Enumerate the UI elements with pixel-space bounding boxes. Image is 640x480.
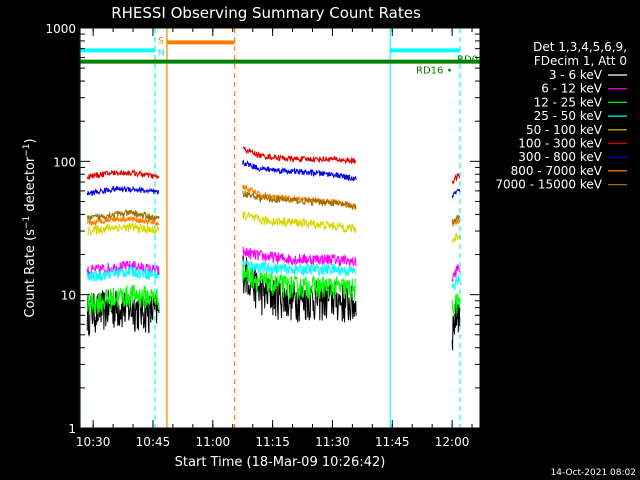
series-line-0-1 (242, 255, 357, 323)
x-tick-label-6: 12:00 (435, 435, 470, 449)
y-axis-label: Count Rate (s−1 detector−1) (22, 138, 38, 317)
plot-background (80, 28, 480, 428)
series-25-50-keV-kev (86, 260, 461, 291)
axis-ticks (80, 27, 480, 429)
series-12-25-keV-kev (86, 261, 461, 317)
series-7000-15000-keV-kev (86, 190, 461, 225)
plot-frame (79, 27, 481, 429)
flag-bars: SN RD16 • RD0 (80, 36, 480, 77)
series-line-1-1 (242, 246, 357, 268)
x-tick-label-1: 10:45 (136, 435, 171, 449)
legend-label-1: 6 - 12 keV (541, 82, 603, 96)
x-tick-label-4: 11:30 (315, 435, 350, 449)
series-line-6-2 (451, 188, 461, 199)
rd16-flag-label: RD16 • (416, 66, 452, 77)
x-tick-label-5: 11:45 (375, 435, 410, 449)
chart-title: RHESSI Observing Summary Count Rates (111, 4, 421, 22)
series-line-4-2 (451, 232, 461, 244)
legend-label-4: 50 - 100 keV (526, 123, 603, 137)
series-line-3-2 (451, 274, 461, 291)
legend-label-8: 7000 - 15000 keV (495, 178, 602, 192)
series-line-3-1 (242, 260, 357, 277)
series-line-6-1 (242, 159, 357, 182)
series-line-1-2 (451, 263, 461, 282)
x-tick-label-3: 11:15 (255, 435, 290, 449)
x-tick-label-2: 11:00 (196, 435, 231, 449)
y-axis-label-end: ) (23, 138, 38, 143)
series-line-5-1 (242, 146, 357, 165)
y-axis-label-mid: detector (23, 156, 38, 216)
legend-label-3: 25 - 50 keV (534, 109, 603, 123)
footer-date: 14-Oct-2021 08:02 (551, 468, 636, 478)
series-line-8-2 (451, 213, 461, 225)
series-300-800-keV-kev (86, 159, 461, 199)
y-tick-label-0: 1 (68, 422, 76, 436)
legend-label-7: 800 - 7000 keV (511, 164, 603, 178)
legend-header-2: FDecim 1, Att 0 (534, 54, 627, 68)
x-axis-label: Start Time (18-Mar-09 10:26:42) (175, 455, 386, 470)
series-50-100-keV-kev (86, 211, 461, 244)
series-line-2-0 (86, 284, 160, 315)
n-flag-label: N (158, 48, 165, 58)
legend-label-2: 12 - 25 keV (534, 95, 603, 109)
series-line-5-2 (451, 173, 461, 185)
series-line-2-2 (451, 292, 461, 317)
series-line-6-0 (86, 185, 160, 197)
y-tick-label-3: 1000 (45, 22, 76, 36)
series-line-2-1 (242, 261, 357, 301)
series-line-4-1 (242, 211, 357, 234)
series-line-4-0 (86, 222, 160, 237)
s-flag-label: S (158, 36, 164, 46)
legend-label-5: 100 - 300 keV (518, 137, 602, 151)
y-tick-label-2: 100 (53, 155, 76, 169)
rd0-flag-label: RD0 (457, 55, 478, 66)
legend-label-6: 300 - 800 keV (518, 150, 602, 164)
series-lines (86, 146, 461, 351)
plot-area: SN RD16 • RD0 (79, 27, 481, 429)
series-line-5-0 (86, 168, 160, 181)
tick-labels: 10:30 10:45 11:00 11:15 11:30 11:45 12:00 1 10 10… (45, 22, 469, 449)
legend: Det 1,3,4,5,6,9, FDecim 1, Att 0 3 - 6 k… (495, 40, 627, 192)
series-line-8-0 (86, 209, 160, 223)
series-line-3-0 (86, 264, 160, 282)
y-axis-label-main: Count Rate (s (23, 229, 38, 318)
y-axis-label-sup2: −1 (22, 143, 32, 156)
legend-header-1: Det 1,3,4,5,6,9, (533, 40, 627, 54)
x-tick-label-0: 10:30 (76, 435, 111, 449)
series-100-300-keV-kev (86, 146, 461, 185)
y-axis-label-sup1: −1 (22, 216, 32, 229)
y-tick-label-1: 10 (61, 289, 76, 303)
series-line-8-1 (242, 190, 357, 210)
legend-label-0: 3 - 6 keV (549, 68, 603, 82)
